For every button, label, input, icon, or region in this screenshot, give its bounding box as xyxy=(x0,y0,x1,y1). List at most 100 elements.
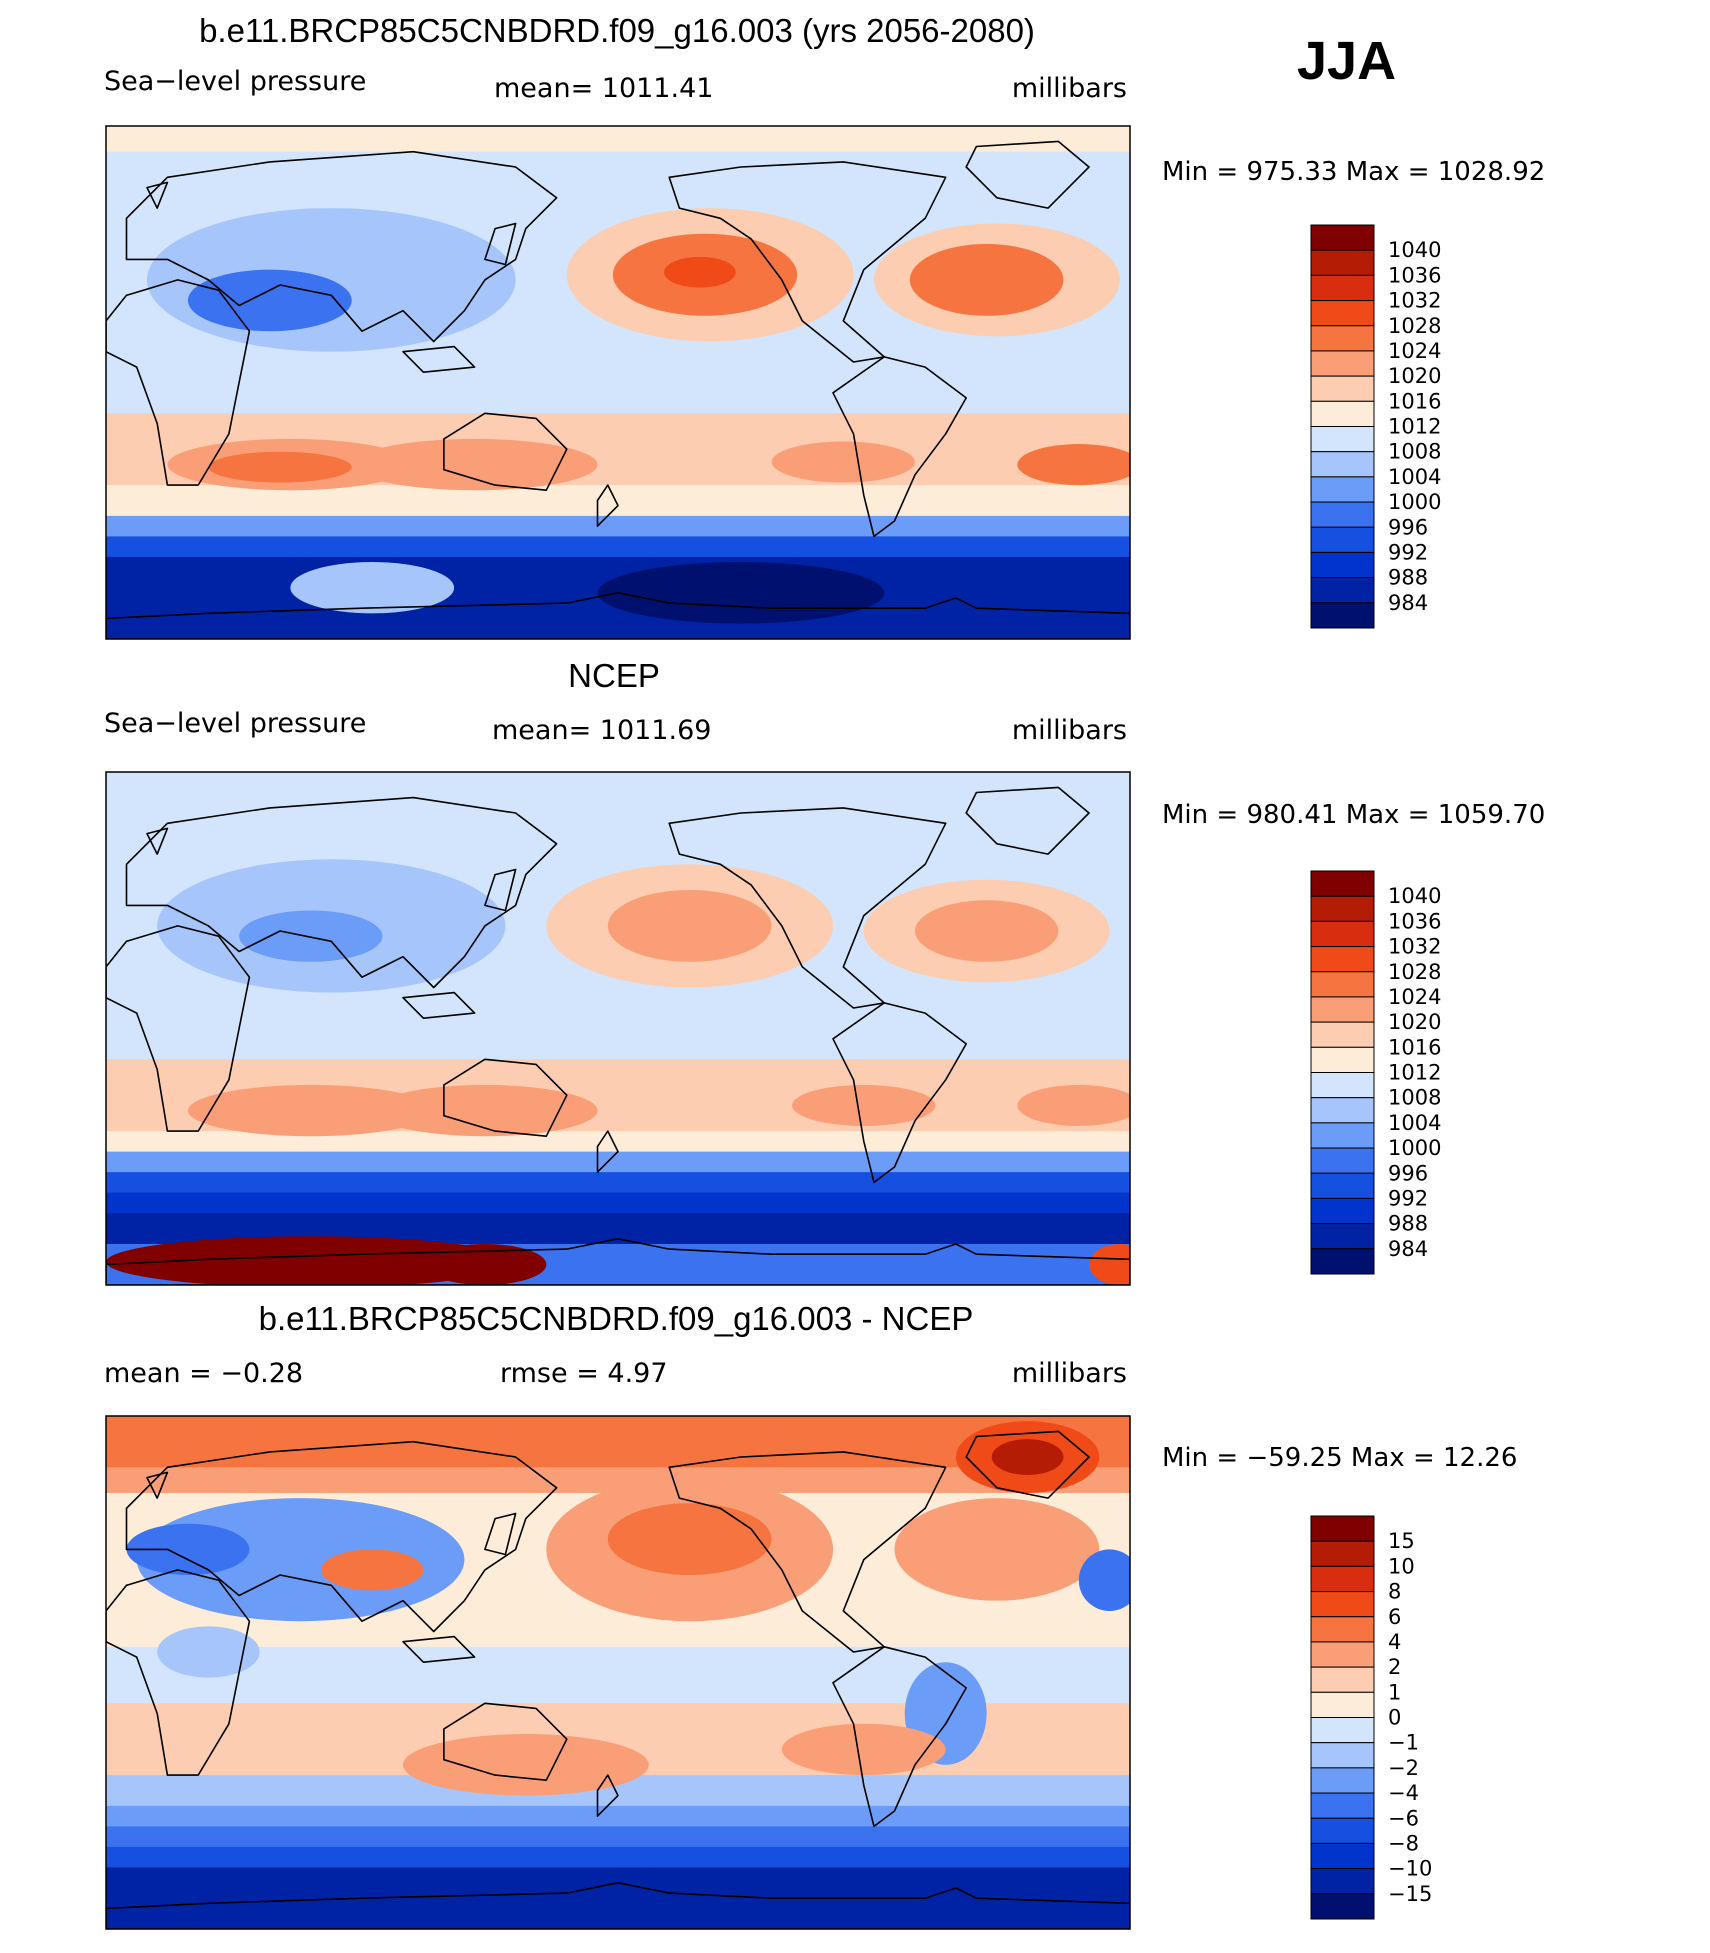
panel-2-units: millibars xyxy=(1011,715,1127,746)
colorbar-tick-label: 6 xyxy=(1388,1605,1401,1629)
field-band-5 xyxy=(106,515,1130,537)
colorbar-1: 1040103610321028102410201016101210081004… xyxy=(1310,224,1441,629)
field-layer xyxy=(106,772,1130,1285)
colorbar-swatch xyxy=(1310,920,1375,948)
field-contour-4 xyxy=(187,1084,434,1137)
colorbar-tick-label: 1008 xyxy=(1388,440,1441,464)
coastline-nz xyxy=(596,484,619,527)
colorbar-swatch xyxy=(1310,501,1375,528)
colorbar-swatch xyxy=(1310,1515,1375,1542)
colorbar-swatch xyxy=(1310,1767,1375,1794)
field-contour-12 xyxy=(290,562,455,614)
colorbar-swatch xyxy=(1310,526,1375,553)
colorbar-tick-label: 996 xyxy=(1388,1161,1428,1185)
panel-3-rmse: rmse = 4.97 xyxy=(500,1358,668,1389)
field-contour-9 xyxy=(402,1734,649,1796)
field-band-0 xyxy=(106,772,1130,799)
colorbar-tick-label: −8 xyxy=(1388,1831,1419,1855)
colorbar-tick-label: 992 xyxy=(1388,540,1428,564)
colorbar-swatch xyxy=(1310,426,1375,453)
field-contour-9 xyxy=(239,910,383,962)
field-band-5 xyxy=(106,1151,1130,1173)
coastline-africa xyxy=(106,279,251,486)
coastline-eurasia xyxy=(125,150,558,343)
colorbar-tick-label: 1032 xyxy=(1388,935,1441,959)
field-contour-5 xyxy=(372,1084,598,1137)
colorbar-tick-label: 1028 xyxy=(1388,314,1441,338)
colorbar-swatch xyxy=(1310,1742,1375,1769)
colorbar-swatch xyxy=(1310,1172,1375,1199)
panel-1-variable: Sea−level pressure xyxy=(104,66,367,97)
colorbar-tick-label: 1012 xyxy=(1388,415,1441,439)
colorbar-tick-label: 1016 xyxy=(1388,1035,1441,1059)
colorbar-tick-label: 1036 xyxy=(1388,263,1441,287)
field-band-6 xyxy=(106,1172,1130,1194)
colorbar-tick-label: 988 xyxy=(1388,1212,1428,1236)
coastline-uk xyxy=(146,1471,169,1499)
coastline-antarctica xyxy=(106,591,1130,639)
field-band-4 xyxy=(106,485,1130,517)
coastline-eurasia xyxy=(125,1440,558,1633)
panel-3-title: b.e11.BRCP85C5CNBDRD.f09_g16.003 - NCEP xyxy=(258,1300,974,1337)
colorbar-swatch xyxy=(1310,1122,1375,1149)
colorbar-tick-label: 1020 xyxy=(1388,1010,1441,1034)
panel-1-title: b.e11.BRCP85C5CNBDRD.f09_g16.003 (yrs 20… xyxy=(199,12,1035,49)
field-band-7 xyxy=(106,556,1130,578)
colorbar-tick-label: 1004 xyxy=(1388,1111,1441,1135)
colorbar-swatch xyxy=(1310,1666,1375,1693)
colorbar-swatch xyxy=(1310,1046,1375,1073)
field-contour-1 xyxy=(607,889,772,962)
field-contour-7 xyxy=(351,438,598,491)
colorbar-tick-label: 1040 xyxy=(1388,884,1441,908)
colorbar-swatch xyxy=(1310,1893,1375,1920)
coastline-nz xyxy=(596,1774,619,1817)
field-contour-11 xyxy=(423,1243,547,1285)
colorbar-tick-label: 984 xyxy=(1388,1237,1428,1261)
colorbar-tick-label: 1036 xyxy=(1388,909,1441,933)
field-contour-6 xyxy=(792,1084,936,1126)
colorbar-swatch xyxy=(1310,1097,1375,1124)
coastline-australia xyxy=(443,1702,568,1781)
colorbar-swatch xyxy=(1310,1792,1375,1819)
field-band-6 xyxy=(106,536,1130,558)
colorbar-swatch xyxy=(1310,1021,1375,1048)
colorbar-tick-label: 10 xyxy=(1388,1554,1415,1578)
panel-2-variable: Sea−level pressure xyxy=(104,708,367,739)
field-contour-8 xyxy=(771,441,915,483)
map-frame xyxy=(105,1415,1131,1930)
field-band-9 xyxy=(106,1867,1130,1929)
colorbar-tick-label: 992 xyxy=(1388,1186,1428,1210)
colorbar-swatch xyxy=(1310,1223,1375,1250)
field-contour-13 xyxy=(597,562,885,624)
colorbar-swatch xyxy=(1310,1616,1375,1643)
panel-1-minmax: Min = 975.33 Max = 1028.92 xyxy=(1162,157,1546,187)
colorbar-tick-label: 0 xyxy=(1388,1706,1401,1730)
colorbar-tick-label: 1004 xyxy=(1388,465,1441,489)
colorbar-swatch xyxy=(1310,224,1375,251)
field-contour-6 xyxy=(321,1549,424,1591)
colorbar-swatch xyxy=(1310,375,1375,402)
coastline-greenland xyxy=(965,140,1090,209)
colorbar-swatch xyxy=(1310,577,1375,604)
colorbar-tick-label: −1 xyxy=(1388,1731,1419,1755)
field-contour-12 xyxy=(1089,1243,1130,1285)
colorbar-swatch xyxy=(1310,895,1375,922)
coastline-africa xyxy=(106,925,251,1132)
field-band-7 xyxy=(106,1192,1130,1214)
colorbar-swatch xyxy=(1310,451,1375,478)
coastline-southamerica xyxy=(832,1002,968,1184)
field-contour-3 xyxy=(914,900,1059,962)
colorbar-swatch xyxy=(1310,971,1375,998)
field-contour-3 xyxy=(607,1503,772,1576)
colorbar-tick-label: 15 xyxy=(1388,1529,1415,1553)
colorbar-swatch xyxy=(1310,249,1375,276)
colorbar-tick-label: 984 xyxy=(1388,591,1428,615)
colorbar-tick-label: 4 xyxy=(1388,1630,1401,1654)
field-contour-10 xyxy=(781,1723,946,1776)
field-contour-2 xyxy=(664,256,736,288)
colorbar-tick-label: −6 xyxy=(1388,1806,1419,1830)
colorbar-tick-label: 1032 xyxy=(1388,289,1441,313)
field-contour-10 xyxy=(146,208,516,352)
panel-2-mean: mean= 1011.69 xyxy=(492,715,712,746)
